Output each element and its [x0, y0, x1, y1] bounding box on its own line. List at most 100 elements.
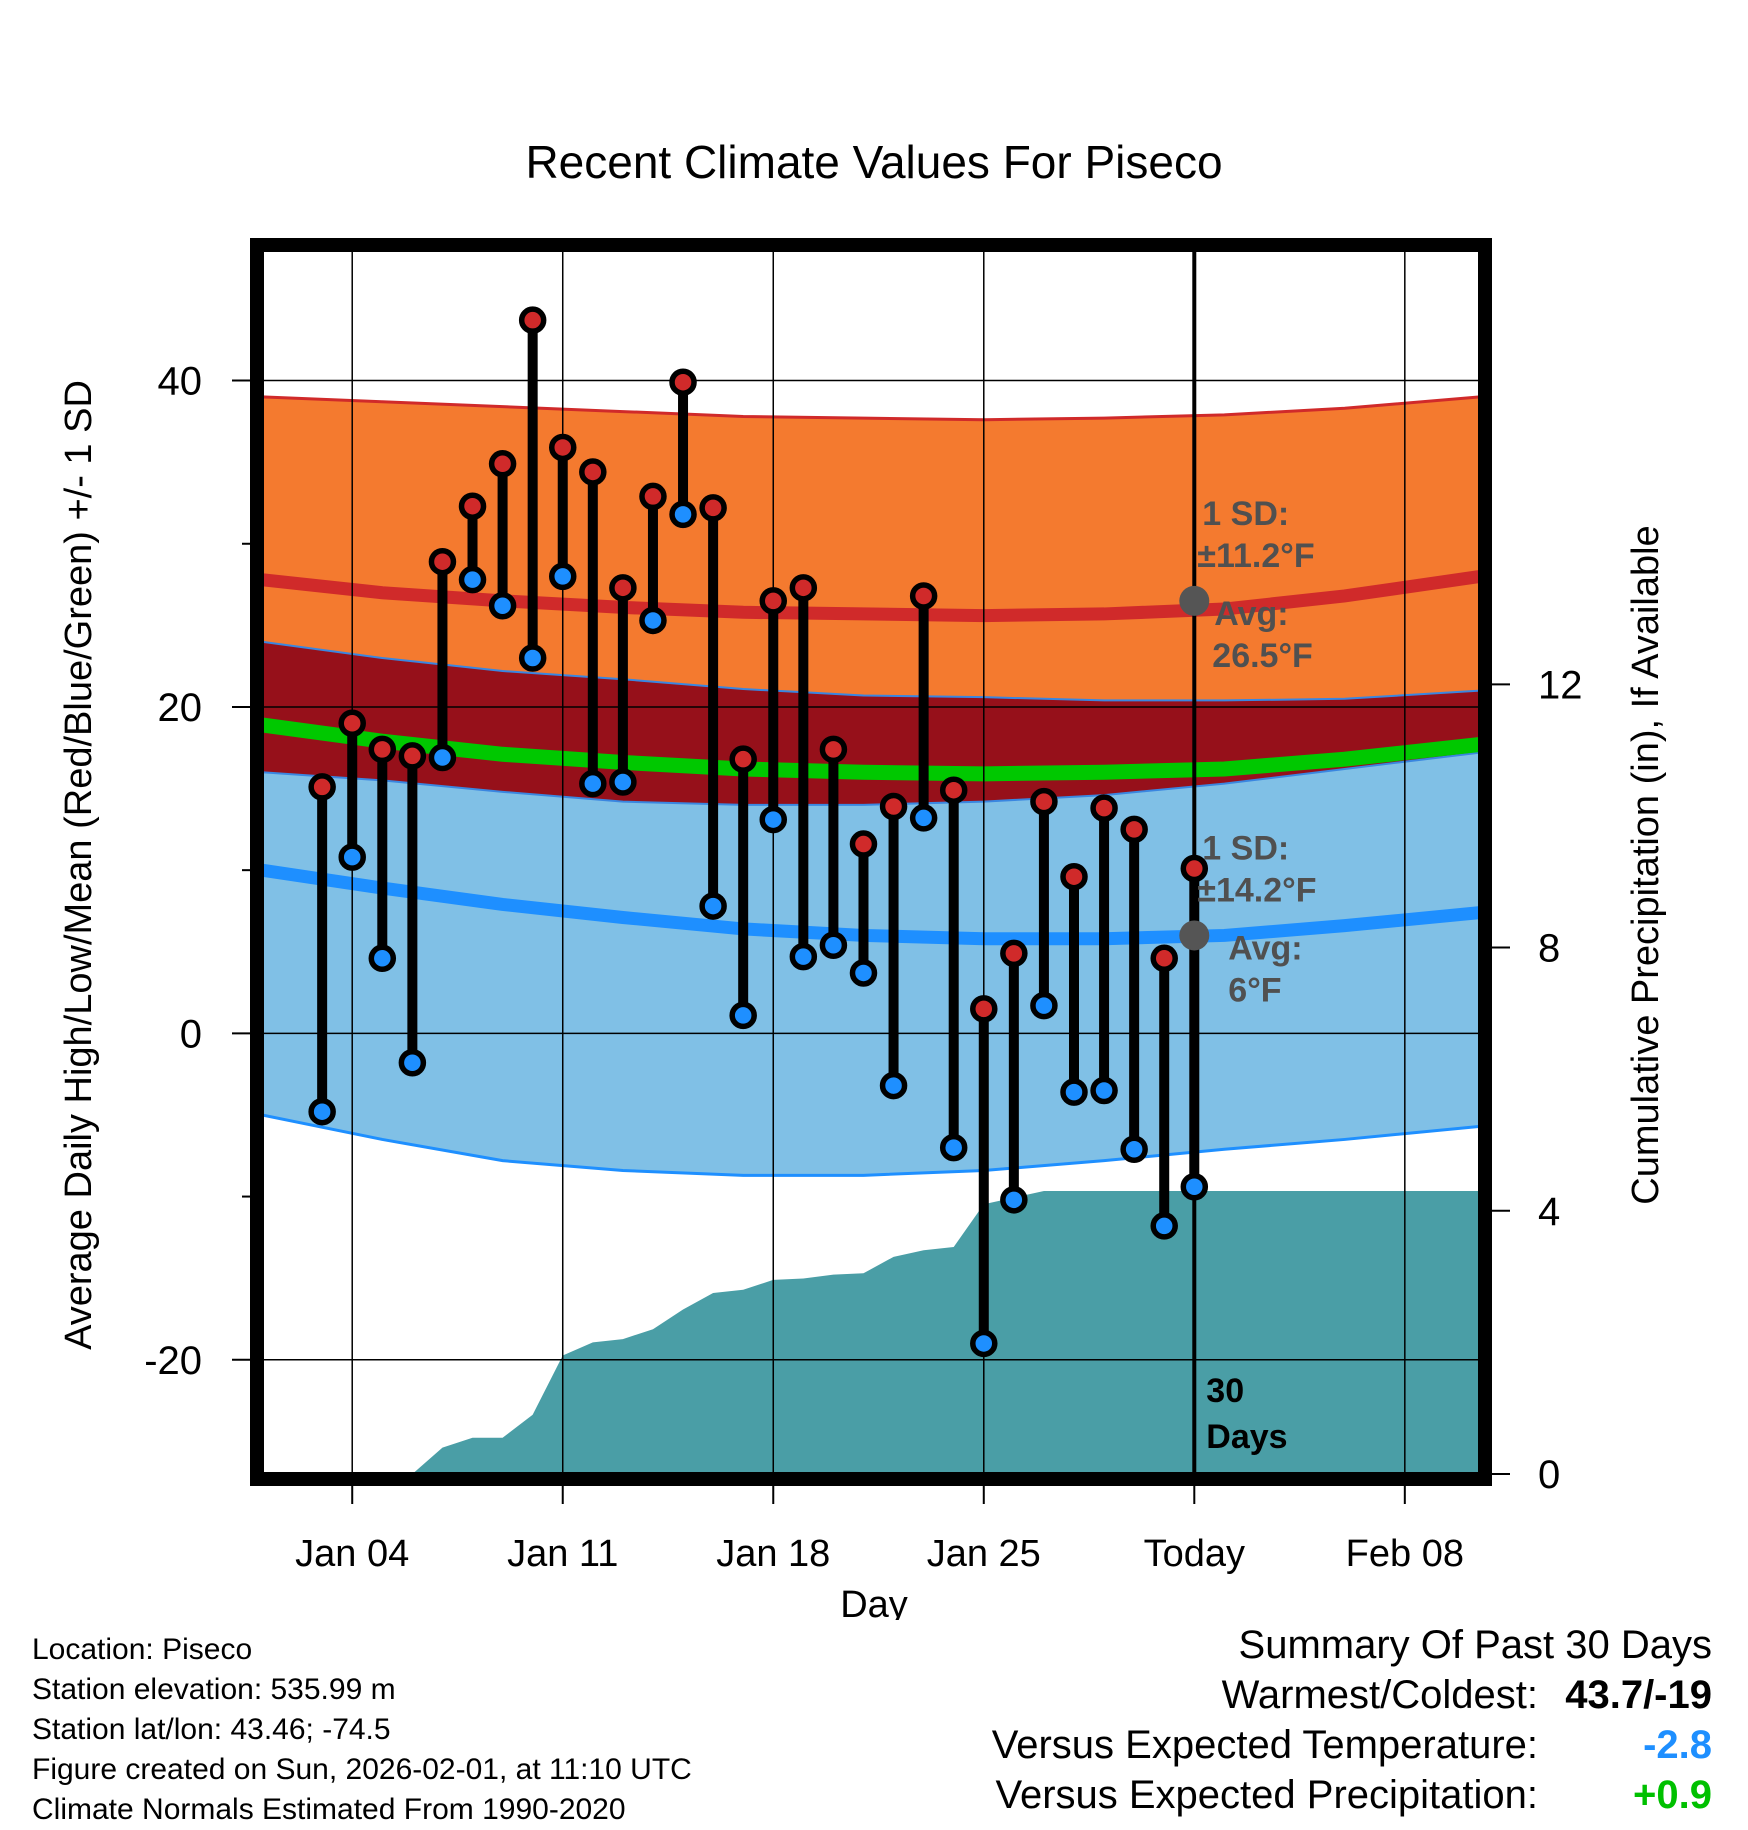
summary-heading: Summary Of Past 30 Days — [1238, 1623, 1712, 1667]
info-created: Figure created on Sun, 2026-02-01, at 11… — [32, 1753, 692, 1786]
daily-low-point — [428, 743, 457, 772]
daily-high-point — [639, 482, 667, 511]
normal-high-line — [262, 569, 1480, 623]
plot-area: 1 SD: ±11.2°F Avg: 26.5°F 1 SD: ±14.2°F Avg: 6°… — [144, 238, 1583, 1575]
summary-precip-value: +0.9 — [1633, 1773, 1712, 1817]
daily-high-point — [609, 574, 637, 602]
y2-tick-label: 12 — [1538, 663, 1583, 707]
normal-mean-line — [262, 717, 1480, 782]
daily-low-point — [548, 562, 577, 591]
daily-high-point — [669, 368, 697, 396]
high-avg-value: 26.5°F — [1212, 637, 1313, 675]
daily-low-point — [639, 606, 667, 635]
daily-high-point — [308, 773, 336, 801]
daily-high-point — [548, 433, 577, 462]
daily-low-point — [368, 944, 397, 973]
x-tick-label: Today — [1144, 1533, 1245, 1575]
station-info: Location: Piseco Station elevation: 535.… — [32, 1630, 692, 1830]
daily-high-point — [939, 776, 968, 804]
daily-high-point — [1060, 862, 1088, 891]
daily-low-point — [759, 805, 788, 834]
summary-precip-label: Versus Expected Precipitation: — [995, 1773, 1538, 1817]
daily-low-point — [1180, 1173, 1209, 1201]
high-avg-label: Avg: — [1214, 595, 1288, 633]
y-tick-label: 0 — [180, 1012, 202, 1056]
y2-tick-label: 0 — [1538, 1453, 1560, 1497]
daily-low-point — [1120, 1135, 1148, 1163]
daily-low-point — [1060, 1078, 1088, 1106]
climate-chart: Recent Climate Values For Piseco Average… — [58, 136, 1667, 1620]
low-avg-value: 6°F — [1228, 971, 1281, 1009]
daily-low-point — [729, 1001, 757, 1030]
cumulative-precip-area — [412, 1191, 1480, 1474]
daily-low-point — [609, 768, 637, 796]
summary-precip-row: Versus Expected Precipitation: +0.9 — [992, 1770, 1712, 1820]
low-sd-value: ±14.2°F — [1197, 871, 1316, 909]
daily-high-point — [398, 742, 427, 770]
y-axis-label: Average Daily High/Low/Mean (Red/Blue/Gr… — [58, 380, 100, 1350]
daily-high-point — [579, 458, 607, 486]
daily-low-point — [879, 1071, 908, 1100]
daily-high-point — [1180, 854, 1209, 883]
chart-title: Recent Climate Values For Piseco — [525, 136, 1222, 188]
summary-warm-cold-value: 43.7/-19 — [1565, 1673, 1712, 1717]
daily-high-point — [518, 306, 547, 334]
daily-low-point — [939, 1133, 968, 1162]
x-tick-label: Jan 04 — [295, 1533, 409, 1575]
daily-high-point — [1090, 794, 1118, 822]
daily-high-point — [699, 494, 727, 522]
low-avg-marker — [1179, 920, 1210, 951]
x-tick-label: Jan 18 — [716, 1533, 830, 1575]
daily-high-point — [1150, 944, 1178, 973]
low-minus-sd-line — [262, 1113, 1480, 1177]
low-plus-sd-line — [262, 751, 1480, 806]
y-tick-label: 20 — [158, 686, 203, 730]
low-avg-label: Avg: — [1228, 929, 1302, 967]
daily-low-point — [849, 959, 878, 987]
high-sd-label: 1 SD: — [1202, 495, 1289, 533]
low-sd-label: 1 SD: — [1202, 829, 1289, 867]
x-axis-label: Day — [840, 1584, 908, 1620]
summary-temp-label: Versus Expected Temperature: — [991, 1723, 1538, 1767]
info-location: Location: Piseco — [32, 1633, 253, 1666]
high-plus-sd-line — [262, 395, 1480, 422]
y-tick-label: -20 — [144, 1339, 202, 1383]
daily-low-point — [819, 931, 848, 959]
daily-low-point — [699, 892, 727, 920]
daily-high-point — [1030, 787, 1058, 816]
y2-tick-label: 4 — [1538, 1190, 1560, 1234]
y-tick-label: 40 — [158, 360, 203, 404]
high-avg-marker — [1179, 585, 1210, 616]
daily-low-point — [398, 1048, 427, 1077]
daily-low-point — [970, 1329, 998, 1358]
y2-tick-label: 8 — [1538, 927, 1560, 971]
daily-high-point — [338, 709, 366, 738]
daily-high-point — [789, 574, 818, 602]
summary-panel: Summary Of Past 30 Days Warmest/Coldest:… — [992, 1620, 1712, 1820]
daily-high-point — [879, 792, 908, 821]
daily-low-point — [1090, 1076, 1118, 1105]
daily-low-point — [579, 769, 607, 798]
days-word-label: Days — [1206, 1418, 1287, 1456]
daily-low-point — [1030, 991, 1058, 1020]
info-normals: Climate Normals Estimated From 1990-2020 — [32, 1793, 626, 1826]
daily-low-point — [338, 843, 366, 871]
plot-frame — [250, 238, 1492, 1486]
daily-low-point — [1000, 1186, 1028, 1214]
x-tick-label: Jan 11 — [507, 1533, 618, 1575]
daily-high-point — [1000, 939, 1028, 968]
daily-low-point — [488, 592, 517, 620]
summary-warm-cold-label: Warmest/Coldest: — [1221, 1673, 1538, 1717]
daily-low-point — [909, 804, 938, 832]
high-sd-value: ±11.2°F — [1197, 537, 1314, 575]
daily-low-point — [308, 1097, 336, 1126]
summary-temp-value: -2.8 — [1643, 1723, 1712, 1767]
daily-low-point — [518, 644, 547, 672]
daily-high-point — [428, 547, 457, 576]
daily-high-point — [488, 450, 517, 478]
summary-temp-row: Versus Expected Temperature: -2.8 — [992, 1720, 1712, 1770]
daily-high-point — [970, 995, 998, 1023]
daily-low-point — [789, 942, 818, 971]
daily-high-point — [458, 492, 487, 520]
x-tick-label: Feb 08 — [1346, 1533, 1464, 1575]
